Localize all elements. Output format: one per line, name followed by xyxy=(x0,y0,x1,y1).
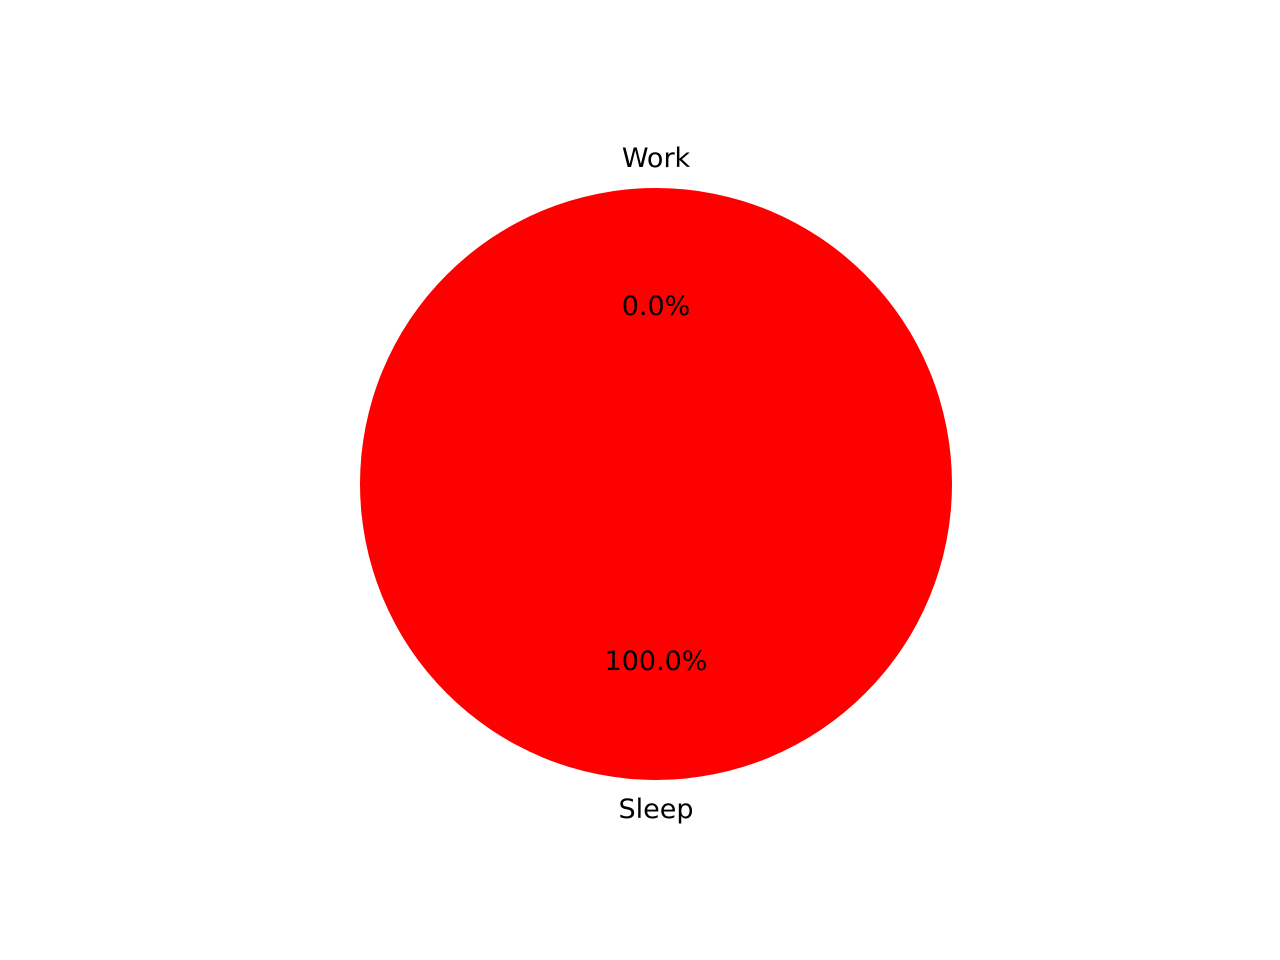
pie-slice-sleep xyxy=(360,188,952,780)
pie-slices xyxy=(360,188,952,780)
slice-percent-work: 0.0% xyxy=(622,291,691,322)
slice-label-sleep: Sleep xyxy=(618,794,693,825)
slice-label-work: Work xyxy=(622,143,691,174)
slice-percent-sleep: 100.0% xyxy=(605,646,708,677)
pie-labels: Work 0.0% Sleep 100.0% xyxy=(605,143,708,825)
